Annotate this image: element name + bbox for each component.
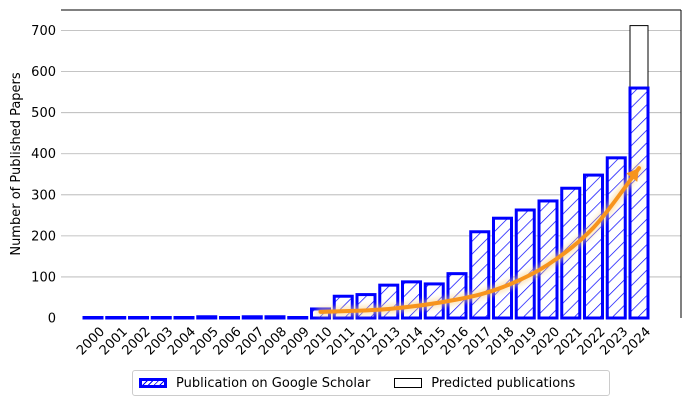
- bar-scholar-2008: [264, 315, 286, 320]
- x-axis-ticks: 2000200120022003200420052006200720082009…: [74, 324, 654, 358]
- y-tick-label: 0: [48, 312, 56, 327]
- trend-arrow-line: [318, 166, 641, 314]
- legend-swatch-predicted: [394, 378, 423, 388]
- legend-label-predicted: Predicted publications: [431, 375, 576, 391]
- trend-arrow-head: [626, 168, 639, 182]
- y-axis-label: Number of Published Papers: [9, 72, 24, 256]
- y-tick-label: 200: [31, 229, 56, 244]
- gridlines: [61, 30, 681, 278]
- y-tick-label: 400: [31, 147, 56, 162]
- bar-scholar-2022: [583, 173, 604, 320]
- bar-scholar-2004: [173, 316, 195, 320]
- legend-item-predicted: Predicted publications: [394, 376, 575, 391]
- axes: [61, 9, 682, 318]
- bar-scholar-2009: [287, 316, 309, 320]
- bar-scholar-2002: [128, 316, 149, 320]
- bar-scholar-2005: [196, 315, 218, 320]
- bar-scholar-2001: [105, 316, 127, 320]
- bar-scholar-2007: [241, 315, 263, 320]
- legend-item-scholar: Publication on Google Scholar: [139, 376, 370, 391]
- legend: Publication on Google Scholar Predicted …: [132, 370, 610, 396]
- y-tick-label: 100: [31, 270, 56, 285]
- bar-scholar-2023: [605, 156, 627, 320]
- bar-scholar-2000: [82, 316, 104, 320]
- bars: [82, 25, 650, 320]
- bar-scholar-2006: [219, 316, 240, 320]
- y-tick-label: 300: [31, 188, 56, 203]
- trend-arrow: [316, 163, 644, 317]
- bar-scholar-2017: [469, 230, 491, 320]
- y-axis-ticks: 0 100 200 300 400 500 600 700: [31, 24, 56, 326]
- bar-scholar-2003: [150, 316, 172, 320]
- y-tick-label: 500: [31, 106, 56, 121]
- bar-scholar-2019: [514, 208, 536, 320]
- bar-scholar-2024: [628, 86, 650, 320]
- y-tick-label: 700: [31, 24, 56, 39]
- bar-scholar-2014: [401, 280, 422, 320]
- y-tick-label: 600: [31, 65, 56, 80]
- bar-scholar-2018: [492, 216, 513, 320]
- legend-label-scholar: Publication on Google Scholar: [176, 375, 371, 391]
- legend-swatch-scholar: [139, 378, 167, 388]
